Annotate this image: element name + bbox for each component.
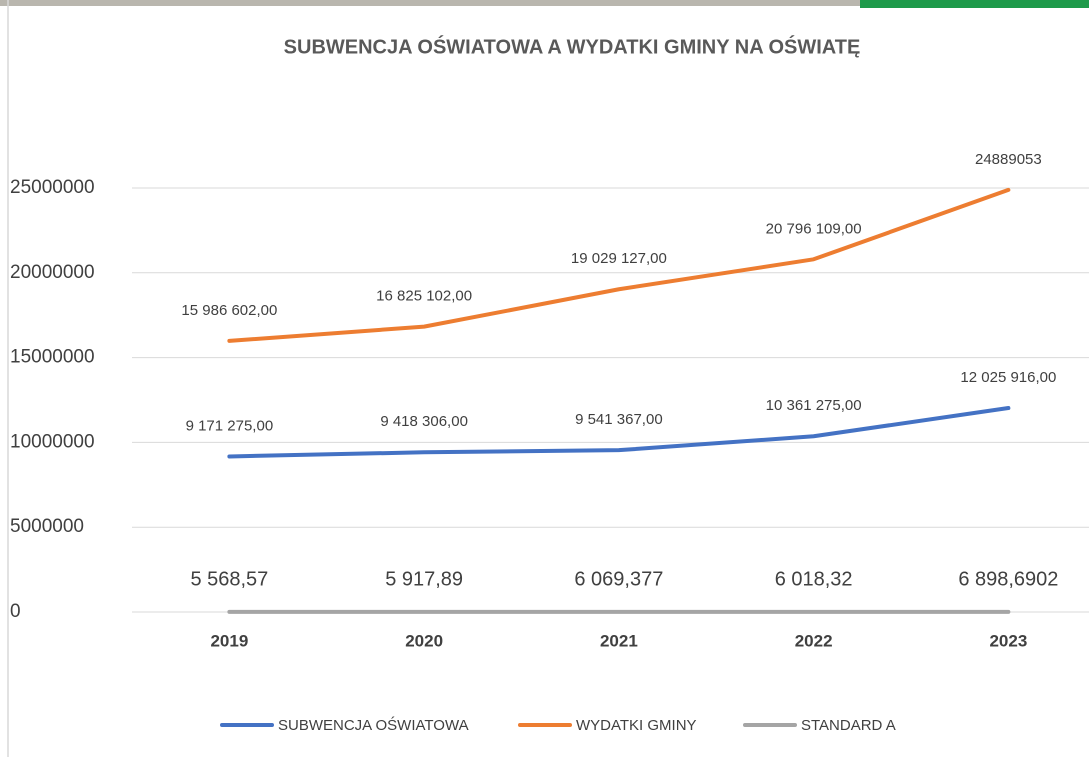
y-tick-label: 20000000: [10, 262, 95, 283]
data-label: 10 361 275,00: [766, 397, 862, 414]
data-label: 5 917,89: [385, 568, 463, 590]
y-tick-label: 10000000: [10, 431, 95, 452]
y-tick-label: 5000000: [10, 516, 84, 537]
chart-title: SUBWENCJA OŚWIATOWA A WYDATKI GMINY NA O…: [284, 34, 861, 58]
data-label: 5 568,57: [190, 568, 268, 590]
x-tick-label: 2019: [210, 631, 248, 650]
x-tick-label: 2022: [795, 631, 833, 650]
data-label: 9 541 367,00: [575, 411, 663, 428]
x-tick-label: 2023: [989, 631, 1027, 650]
data-label: 15 986 602,00: [181, 302, 277, 319]
y-tick-label: 0: [10, 601, 21, 622]
data-label: 20 796 109,00: [766, 220, 862, 237]
data-label: 24889053: [975, 151, 1042, 168]
data-label: 16 825 102,00: [376, 288, 472, 305]
legend-label: STANDARD A: [801, 717, 896, 734]
data-label: 9 171 275,00: [186, 417, 274, 434]
data-label: 6 069,377: [574, 568, 663, 590]
data-label: 6 898,6902: [958, 568, 1058, 590]
legend-label: WYDATKI GMINY: [576, 717, 697, 734]
data-label: 6 018,32: [775, 568, 853, 590]
y-tick-label: 25000000: [10, 177, 95, 198]
data-label: 19 029 127,00: [571, 250, 667, 267]
y-tick-label: 15000000: [10, 347, 95, 368]
data-label: 9 418 306,00: [380, 413, 468, 430]
x-tick-label: 2020: [405, 631, 443, 650]
x-tick-label: 2021: [600, 631, 638, 650]
legend-label: SUBWENCJA OŚWIATOWA: [278, 716, 469, 734]
corner-accent: [860, 0, 1089, 8]
data-label: 12 025 916,00: [960, 369, 1056, 386]
